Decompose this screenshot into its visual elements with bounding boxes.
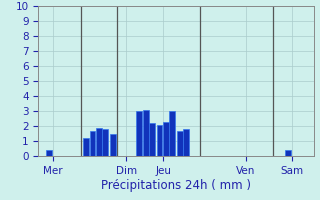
- X-axis label: Précipitations 24h ( mm ): Précipitations 24h ( mm ): [101, 179, 251, 192]
- Bar: [169, 111, 175, 156]
- Bar: [96, 128, 102, 156]
- Bar: [285, 150, 291, 156]
- Bar: [136, 111, 142, 156]
- Bar: [183, 129, 189, 156]
- Bar: [143, 110, 149, 156]
- Bar: [149, 123, 155, 156]
- Bar: [177, 130, 183, 156]
- Bar: [83, 138, 89, 156]
- Bar: [46, 150, 52, 156]
- Bar: [110, 134, 116, 156]
- Bar: [90, 130, 95, 156]
- Bar: [156, 124, 163, 156]
- Bar: [163, 121, 169, 156]
- Bar: [102, 129, 108, 156]
